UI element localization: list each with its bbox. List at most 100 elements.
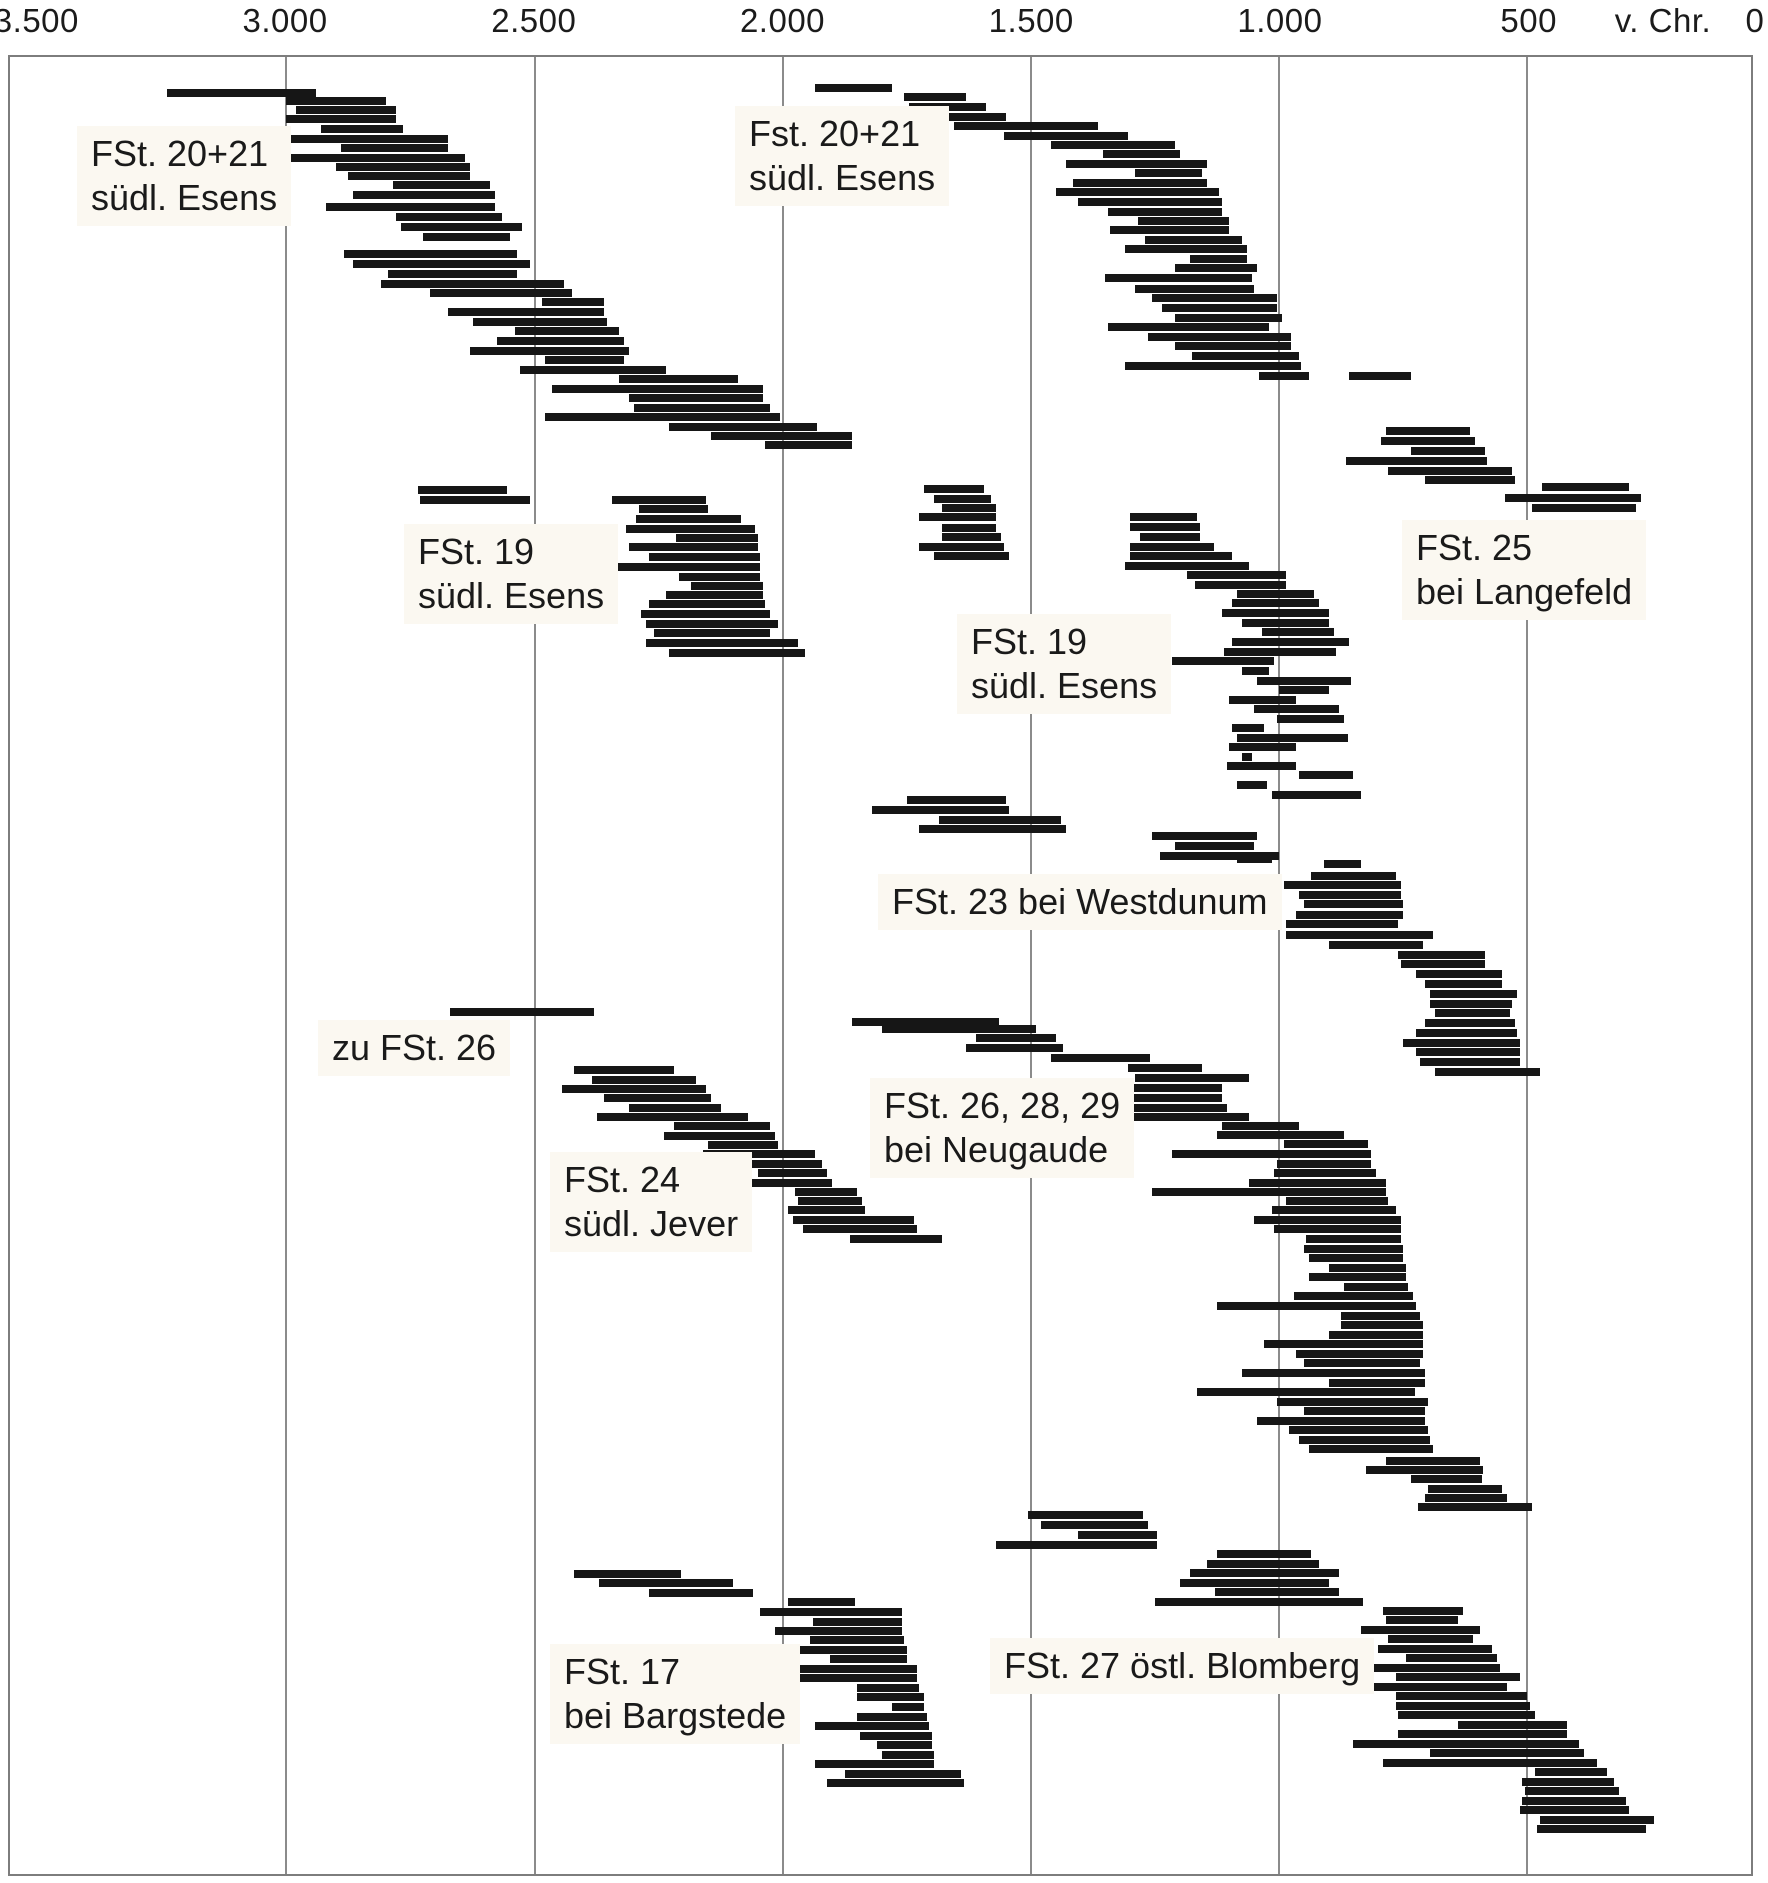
cluster-label-line: südl. Esens <box>91 176 278 218</box>
date-range-bar <box>1241 753 1252 761</box>
date-range-bar <box>519 366 667 374</box>
date-range-bar <box>450 1008 595 1016</box>
date-range-bar <box>1078 1531 1158 1539</box>
date-range-bar <box>1522 1778 1615 1786</box>
cluster-label-line: südl. Esens <box>418 574 605 616</box>
date-range-bar <box>1254 1216 1401 1224</box>
date-range-bar <box>1135 169 1203 177</box>
date-range-bar <box>604 1094 711 1102</box>
cluster-label-line: bei Bargstede <box>564 1694 787 1736</box>
cluster-label-fst17: FSt. 17 bei Bargstede <box>550 1644 801 1744</box>
axis-tick-label: v. Chr. <box>1614 2 1712 39</box>
date-range-bar <box>1534 1768 1607 1776</box>
date-range-bar <box>1328 1379 1426 1387</box>
date-range-bar <box>1192 352 1299 360</box>
date-range-bar <box>497 337 624 345</box>
date-range-bar <box>1279 686 1329 694</box>
date-range-bar <box>745 1179 833 1187</box>
gridline <box>285 57 288 1874</box>
date-range-bar <box>859 1732 932 1740</box>
date-range-bar <box>934 495 992 503</box>
date-range-bar <box>1405 1654 1498 1662</box>
date-range-bar <box>976 1034 1056 1042</box>
date-range-bar <box>353 260 530 268</box>
date-range-bar <box>1229 696 1297 704</box>
date-range-bar <box>1241 667 1270 675</box>
date-range-bar <box>760 1608 902 1616</box>
cluster-label-fst25: FSt. 25 bei Langefeld <box>1402 520 1647 620</box>
date-range-bar <box>1216 1550 1312 1558</box>
date-range-bar <box>1140 533 1200 541</box>
cluster-label-line: Fst. 20+21 <box>749 113 921 154</box>
date-range-bar <box>628 394 763 402</box>
date-range-bar <box>613 563 761 571</box>
date-range-bar <box>881 1025 1036 1033</box>
date-range-bar <box>1241 1369 1426 1377</box>
date-range-bar <box>591 1076 696 1084</box>
date-range-bar <box>1187 571 1287 579</box>
cluster-label-line: bei Neugaude <box>884 1128 1109 1170</box>
date-range-bar <box>775 1627 902 1635</box>
date-range-bar <box>1271 791 1361 799</box>
date-range-bar <box>167 89 317 97</box>
date-range-bar <box>1519 1806 1629 1814</box>
date-range-bar <box>1353 1740 1580 1748</box>
date-range-bar <box>1288 1426 1428 1434</box>
cluster-label-fst2021-west: FSt. 20+21 südl. Esens <box>77 126 292 226</box>
date-range-bar <box>1125 1113 1250 1121</box>
date-range-bar <box>1383 1607 1463 1615</box>
date-range-bar <box>1174 314 1282 322</box>
plot-area: FSt. 20+21 südl. Esens Fst. 20+21 südl. Ese… <box>8 55 1753 1876</box>
date-range-bar <box>596 1113 748 1121</box>
date-range-bar <box>852 1018 999 1026</box>
date-range-bar <box>326 203 495 211</box>
cluster-label-line: südl. Esens <box>749 156 936 198</box>
date-range-bar <box>1050 141 1175 149</box>
date-range-bar <box>1427 1485 1503 1493</box>
date-range-bar <box>1378 1645 1493 1653</box>
date-range-bar <box>296 106 396 114</box>
date-range-bar <box>422 233 510 241</box>
date-range-bar <box>1130 513 1198 521</box>
date-range-bar <box>1380 437 1476 445</box>
date-range-bar <box>924 485 984 493</box>
date-range-bar <box>514 327 619 335</box>
date-range-bar <box>1425 476 1515 484</box>
date-range-bar <box>1194 581 1287 589</box>
gridline <box>1526 57 1529 1874</box>
date-range-bar <box>1283 881 1401 889</box>
date-range-bar <box>668 423 818 431</box>
date-range-bar <box>1003 132 1128 140</box>
date-range-bar <box>1189 255 1247 263</box>
date-range-bar <box>881 1751 935 1759</box>
date-range-bar <box>1303 1407 1426 1415</box>
date-range-bar <box>1256 1417 1426 1425</box>
date-range-bar <box>417 486 508 494</box>
date-range-bar <box>1286 1197 1389 1205</box>
axis-tick-label: 2.500 <box>491 2 577 39</box>
cluster-label-line: südl. Esens <box>971 664 1158 706</box>
date-range-bar <box>574 1570 681 1578</box>
date-range-bar <box>1127 1084 1222 1092</box>
cluster-label-fst19-west: FSt. 19 südl. Esens <box>404 524 619 624</box>
date-range-bar <box>904 93 967 101</box>
date-range-bar <box>1395 1702 1530 1710</box>
date-range-bar <box>1415 1048 1520 1056</box>
date-range-bar <box>857 1713 927 1721</box>
date-range-bar <box>1276 715 1344 723</box>
date-range-bar <box>1425 980 1503 988</box>
date-range-bar <box>792 1216 915 1224</box>
date-range-bar <box>708 1141 778 1149</box>
date-range-bar <box>812 1618 902 1626</box>
cluster-label-line: FSt. 23 bei Westdunum <box>892 881 1268 922</box>
date-range-bar <box>1179 1579 1329 1587</box>
date-range-bar <box>1236 590 1314 598</box>
date-range-bar <box>1050 1054 1150 1062</box>
date-range-bar <box>1296 1350 1423 1358</box>
date-range-bar <box>1231 599 1319 607</box>
date-range-bar <box>633 404 771 412</box>
date-range-bar <box>891 1703 925 1711</box>
date-range-bar <box>787 1598 855 1606</box>
date-range-bar <box>1236 855 1272 863</box>
date-range-bar <box>1135 1074 1250 1082</box>
